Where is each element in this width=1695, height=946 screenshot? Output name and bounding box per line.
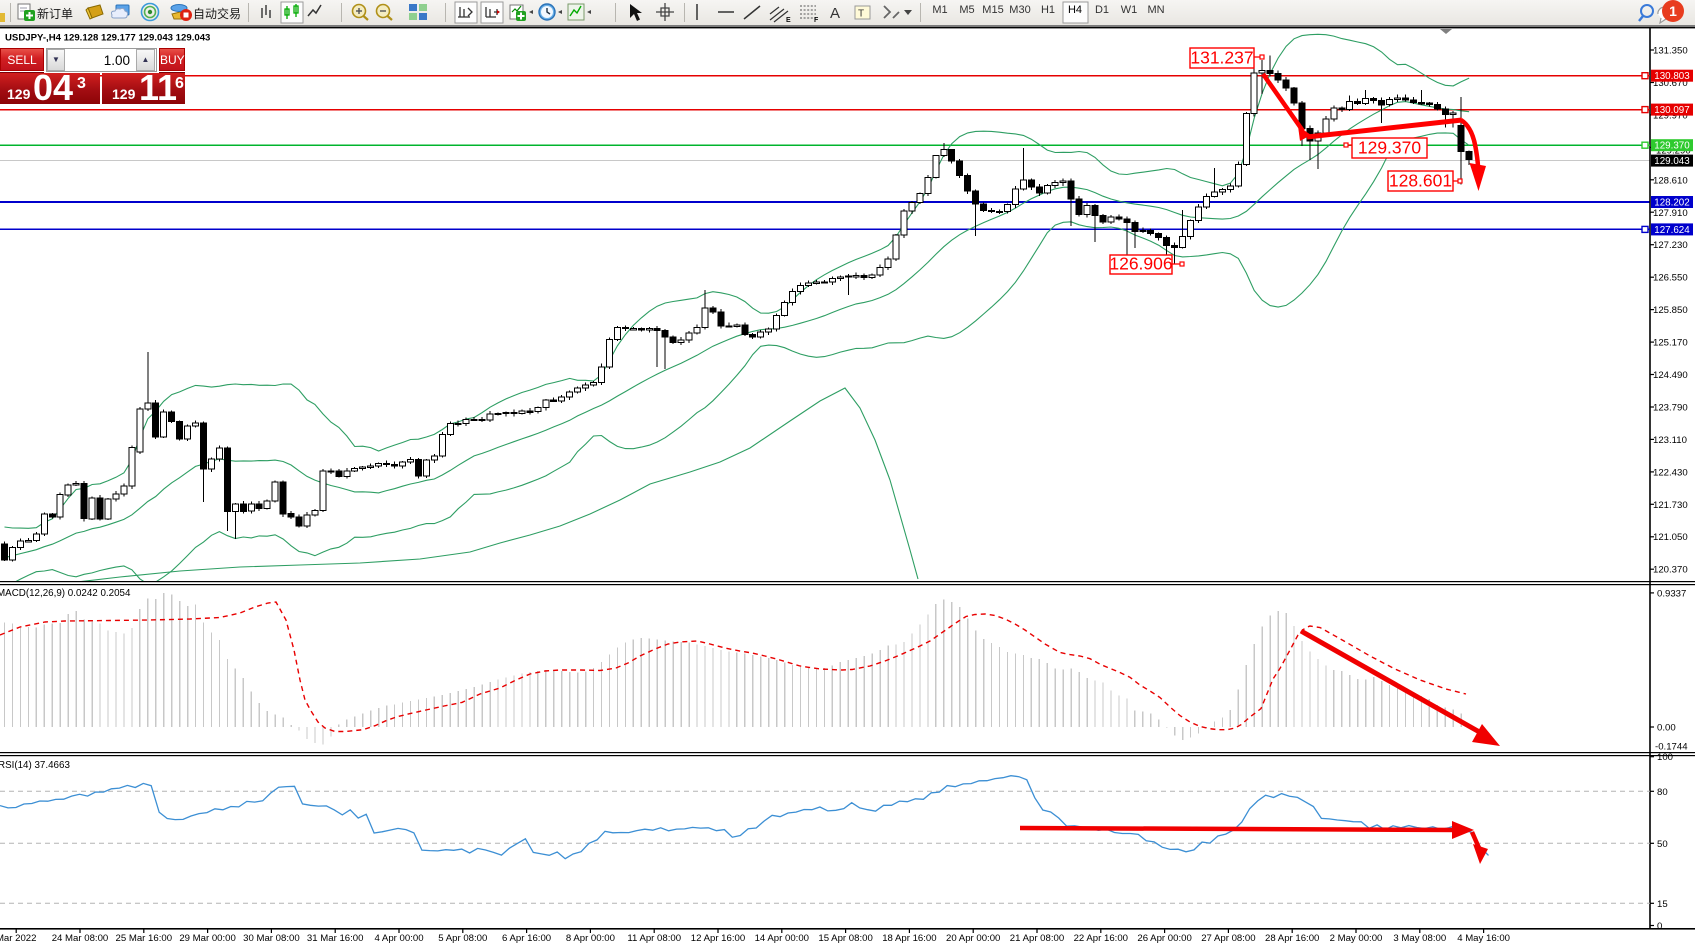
svg-text:0.00: 0.00: [1657, 723, 1676, 734]
svg-text:3 May 08:00: 3 May 08:00: [1393, 933, 1446, 944]
svg-text:121.050: 121.050: [1653, 532, 1688, 543]
svg-text:31 Mar 16:00: 31 Mar 16:00: [307, 933, 364, 944]
svg-text:125.170: 125.170: [1653, 338, 1688, 349]
svg-text:128.610: 128.610: [1653, 175, 1688, 186]
svg-text:Mar 2022: Mar 2022: [0, 933, 36, 944]
svg-text:-0.1744: -0.1744: [1655, 742, 1688, 753]
svg-text:1: 1: [1669, 3, 1677, 19]
svg-text:130.097: 130.097: [1654, 105, 1689, 116]
svg-text:26 Apr 00:00: 26 Apr 00:00: [1137, 933, 1191, 944]
svg-text:129.370: 129.370: [1358, 138, 1422, 158]
svg-text:130.670: 130.670: [1653, 78, 1688, 89]
svg-text:22 Apr 16:00: 22 Apr 16:00: [1074, 933, 1128, 944]
svg-text:100: 100: [1657, 752, 1673, 763]
svg-text:11 Apr 08:00: 11 Apr 08:00: [627, 933, 681, 944]
svg-text:8 Apr 00:00: 8 Apr 00:00: [566, 933, 615, 944]
svg-text:28 Apr 16:00: 28 Apr 16:00: [1265, 933, 1319, 944]
svg-text:127.910: 127.910: [1653, 208, 1688, 219]
svg-text:25 Mar 16:00: 25 Mar 16:00: [116, 933, 173, 944]
svg-text:121.730: 121.730: [1653, 500, 1688, 511]
svg-text:127.624: 127.624: [1654, 225, 1690, 236]
svg-text:129.043: 129.043: [1654, 156, 1690, 167]
svg-text:21 Apr 08:00: 21 Apr 08:00: [1010, 933, 1064, 944]
svg-text:123.110: 123.110: [1653, 435, 1687, 446]
svg-text:29 Mar 00:00: 29 Mar 00:00: [179, 933, 236, 944]
svg-text:12 Apr 16:00: 12 Apr 16:00: [691, 933, 745, 944]
svg-text:124.490: 124.490: [1653, 370, 1688, 381]
svg-text:27 Apr 08:00: 27 Apr 08:00: [1201, 933, 1255, 944]
svg-text:131.237: 131.237: [1190, 48, 1253, 68]
svg-text:129.370: 129.370: [1654, 141, 1690, 152]
svg-text:14 Apr 00:00: 14 Apr 00:00: [755, 933, 809, 944]
svg-text:126.550: 126.550: [1653, 273, 1688, 284]
svg-text:126.906: 126.906: [1109, 254, 1172, 274]
svg-text:0.9337: 0.9337: [1657, 589, 1686, 600]
svg-text:128.601: 128.601: [1389, 171, 1452, 191]
svg-text:5 Apr 08:00: 5 Apr 08:00: [438, 933, 487, 944]
svg-text:MACD(12,26,9) 0.0242 0.2054: MACD(12,26,9) 0.0242 0.2054: [0, 588, 131, 599]
svg-text:RSI(14) 37.4663: RSI(14) 37.4663: [0, 760, 70, 771]
svg-text:USDJPY-,H4 129.128 129.177 12: USDJPY-,H4 129.128 129.177 129.043 129.0…: [5, 33, 210, 44]
svg-text:0: 0: [1657, 921, 1662, 932]
svg-text:F: F: [814, 17, 819, 24]
svg-text:15 Apr 08:00: 15 Apr 08:00: [818, 933, 872, 944]
svg-text:4 May 16:00: 4 May 16:00: [1457, 933, 1510, 944]
svg-text:80: 80: [1657, 787, 1668, 798]
svg-text:E: E: [786, 17, 791, 24]
svg-text:130.803: 130.803: [1654, 71, 1690, 82]
svg-text:125.850: 125.850: [1653, 305, 1688, 316]
svg-text:131.350: 131.350: [1653, 46, 1688, 57]
svg-text:122.430: 122.430: [1653, 467, 1688, 478]
svg-text:18 Apr 16:00: 18 Apr 16:00: [882, 933, 936, 944]
svg-text:20 Apr 00:00: 20 Apr 00:00: [946, 933, 1000, 944]
svg-text:30 Mar 08:00: 30 Mar 08:00: [243, 933, 300, 944]
svg-text:15: 15: [1657, 899, 1668, 910]
svg-text:129.970: 129.970: [1653, 110, 1688, 121]
svg-text:120.370: 120.370: [1653, 565, 1688, 576]
svg-text:T: T: [858, 9, 864, 20]
svg-text:24 Mar 08:00: 24 Mar 08:00: [52, 933, 109, 944]
svg-text:128.202: 128.202: [1654, 198, 1689, 209]
svg-text:4 Apr 00:00: 4 Apr 00:00: [374, 933, 423, 944]
svg-text:50: 50: [1657, 839, 1668, 850]
svg-text:A: A: [830, 5, 840, 22]
svg-text:123.790: 123.790: [1653, 403, 1688, 414]
svg-text:2 May 00:00: 2 May 00:00: [1330, 933, 1383, 944]
svg-text:6 Apr 16:00: 6 Apr 16:00: [502, 933, 551, 944]
svg-text:127.230: 127.230: [1653, 240, 1688, 251]
